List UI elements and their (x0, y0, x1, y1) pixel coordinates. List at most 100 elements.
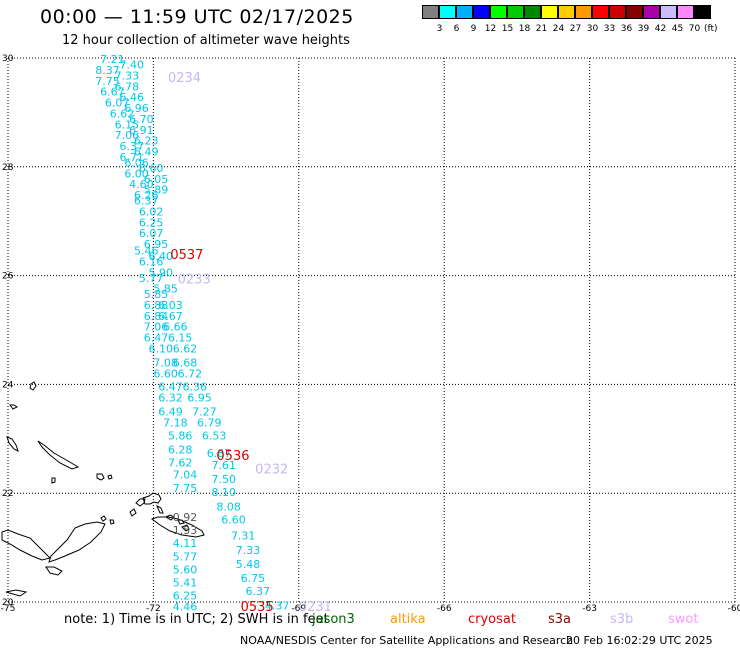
wave-height-label: 6.07 (105, 97, 130, 110)
satellite-legend-item: swot (668, 612, 699, 627)
wave-height-label: 6.23 (134, 135, 159, 148)
legend-swatch (660, 5, 677, 19)
wave-height-label: 6.40 (149, 250, 174, 263)
pass-time-label: 0536 (216, 449, 249, 464)
wave-height-label: 7.06 (115, 129, 140, 142)
island-outline (164, 514, 175, 521)
wave-height-label: 6.70 (129, 113, 154, 126)
wave-height-label: 4.11 (173, 537, 198, 550)
wave-height-label: 6.00 (124, 167, 149, 180)
wave-height-label: 6.25 (173, 589, 198, 602)
wave-height-label: 4.60 (129, 178, 154, 191)
wave-height-label: 6.62 (173, 342, 198, 355)
wave-height-points: 7.217.408.377.337.756.786.676.466.076.96… (95, 53, 289, 613)
wave-height-label: 6.62 (110, 107, 135, 120)
wave-height-label: 6.47 (144, 332, 169, 345)
island-outline (129, 508, 137, 517)
wave-height-label: 5.46 (134, 245, 159, 258)
legend-label: 3 (436, 24, 443, 34)
legend-label: 9 (470, 24, 477, 34)
wave-height-label: 1.53 (173, 524, 198, 537)
pass-time-label: 0234 (168, 71, 201, 86)
coastline (1, 381, 205, 597)
wave-height-label: 6.05 (144, 173, 169, 186)
wave-height-label: 8.08 (216, 500, 241, 513)
island-outline (37, 440, 80, 470)
wave-height-label: 7.33 (236, 544, 261, 557)
wave-height-label: 8.37 (95, 64, 120, 77)
wave-height-label: 6.37 (245, 585, 270, 598)
wave-height-label: 7.08 (153, 357, 178, 370)
wave-height-label: 6.15 (168, 332, 193, 345)
wave-height-label: 6.02 (139, 205, 164, 218)
credit-line: NOAA/NESDIS Center for Satellite Applica… (240, 634, 574, 647)
wave-height-label: 6.84 (144, 310, 169, 323)
wave-height-label: 7.61 (212, 459, 237, 472)
wave-height-label: 7.50 (212, 473, 237, 486)
wave-height-label: 5.85 (144, 288, 169, 301)
wave-height-label: 4.37 (265, 599, 290, 612)
wave-height-label: 7.27 (192, 406, 217, 419)
wave-height-label: 6.16 (139, 255, 164, 268)
legend-unit: (ft) (704, 24, 718, 34)
wave-height-label: 6.06 (124, 156, 149, 169)
satellite-legend-item: cryosat (468, 612, 516, 627)
grid-lines (7, 57, 736, 603)
wave-height-label: 8.10 (212, 486, 237, 499)
legend-swatch (422, 5, 439, 19)
wave-height-label: 5.89 (144, 184, 169, 197)
wave-height-label: 6.96 (124, 102, 149, 115)
wave-height-label: 5.60 (173, 563, 198, 576)
wave-height-label: 6.95 (144, 238, 169, 251)
wave-height-label: 6.07 (139, 227, 164, 240)
wave-height-label: 6.87 (207, 447, 232, 460)
legend-label: 39 (637, 24, 650, 34)
pass-time-label: 0535 (241, 600, 274, 615)
wave-height-label: 7.75 (95, 75, 120, 88)
satellite-legend-item: jason3 (312, 612, 355, 627)
wave-height-label: 6.36 (182, 381, 207, 394)
wave-height-label: 6.67 (100, 86, 125, 99)
legend-label: 18 (518, 24, 531, 34)
longitude-tick-label: -66 (437, 604, 452, 614)
wave-height-label: 7.31 (231, 530, 256, 543)
wave-height-label: 7.75 (173, 482, 198, 495)
wave-height-label: 7.33 (115, 69, 140, 82)
page-subtitle: 12 hour collection of altimeter wave hei… (62, 33, 350, 48)
legend-label: 45 (671, 24, 684, 34)
island-outline (51, 477, 56, 484)
legend-swatch (439, 5, 456, 19)
wave-height-label: 0.92 (173, 511, 198, 524)
longitude-tick-label: -60 (728, 604, 740, 614)
wave-height-label: 5.77 (173, 550, 198, 563)
wave-height-label: 5.85 (153, 283, 178, 296)
latitude-tick-label: 28 (2, 163, 14, 173)
latitude-tick-label: 22 (2, 489, 13, 499)
legend-swatch (626, 5, 643, 19)
longitude-tick-label: -75 (1, 604, 16, 614)
latitude-tick-label: 30 (2, 54, 14, 64)
island-outline (96, 473, 105, 481)
pass-time-labels: 0234 0537 0233 0536 0232 0535 0231 (168, 71, 332, 615)
wave-height-label: 6.53 (202, 430, 227, 443)
island-outline (45, 566, 63, 576)
island-outline (107, 474, 113, 480)
wave-height-label: 6.03 (158, 299, 183, 312)
wave-height-label: 7.18 (163, 416, 188, 429)
wave-height-label: 6.78 (115, 80, 140, 93)
legend-label: 33 (603, 24, 616, 34)
wave-height-label: 6.88 (144, 299, 169, 312)
longitude-tick-label: -63 (582, 604, 597, 614)
wave-height-label: 6.68 (173, 357, 198, 370)
wave-height-label: 6.46 (119, 91, 143, 104)
longitude-tick-label: -69 (291, 604, 306, 614)
wave-height-label: 6.67 (158, 310, 183, 323)
wave-height-label: 6.10 (149, 342, 174, 355)
island-outline (156, 504, 164, 514)
latitude-tick-label: 20 (2, 598, 14, 608)
wave-height-label: 6.26 (134, 189, 159, 202)
island-outline (100, 515, 107, 522)
wave-height-label: 5.86 (168, 430, 193, 443)
legend-label: 15 (501, 24, 514, 34)
island-outline (181, 524, 190, 532)
